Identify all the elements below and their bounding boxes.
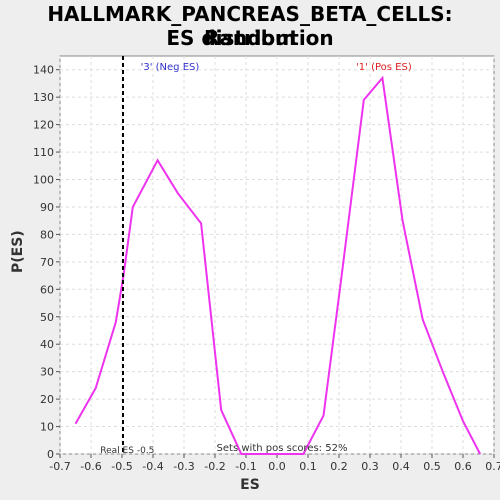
chart-title-line1: HALLMARK_PANCREAS_BETA_CELLS: Random: [47, 2, 453, 50]
y-axis-label: P(ES): [10, 230, 26, 273]
x-tick-label: -0.3: [173, 460, 194, 473]
y-tick-label: 10: [40, 421, 54, 434]
x-tick-label: 0.3: [361, 460, 379, 473]
x-tick-label: 0.6: [454, 460, 472, 473]
y-tick-label: 130: [33, 91, 54, 104]
pos-es-label: '1' (Pos ES): [356, 62, 412, 73]
series-line: [74, 75, 481, 455]
y-tick-label: 110: [33, 146, 54, 159]
x-tick-label: -0.1: [235, 460, 256, 473]
y-tick-label: 50: [40, 311, 54, 324]
x-tick-label: 0.4: [392, 460, 410, 473]
pos-scores-annotation: Sets with pos scores: 52%: [217, 443, 348, 454]
y-tick-label: 120: [33, 119, 54, 132]
y-tick-label: 140: [33, 64, 54, 77]
real-es-annotation: Real ES -0.5: [100, 446, 154, 456]
y-tick-label: 70: [40, 256, 54, 269]
x-tick-label: -0.7: [49, 460, 70, 473]
y-tick-label: 30: [40, 366, 54, 379]
chart-title-line2: ES distribution: [166, 26, 334, 50]
x-axis-label: ES: [240, 477, 260, 493]
x-tick-label: -0.2: [204, 460, 225, 473]
series-layer: [74, 75, 481, 455]
y-tick-label: 40: [40, 338, 54, 351]
x-tick-label: -0.6: [80, 460, 101, 473]
x-tick-label: 0.0: [268, 460, 286, 473]
x-tick-label: 0.2: [330, 460, 348, 473]
y-tick-label: 20: [40, 393, 54, 406]
x-tick-label: -0.4: [142, 460, 163, 473]
x-tick-label: 0.5: [423, 460, 441, 473]
x-axis-ticks: -0.7 -0.6 -0.5 -0.4 -0.3 -0.2 -0.1 0.0 0.1 0.2 0.3…: [49, 454, 500, 473]
neg-es-label: '3' (Neg ES): [141, 62, 200, 73]
y-tick-label: 0: [47, 448, 54, 461]
y-axis-ticks: 0 10 20 30 40 50 60 70 80 90 100 110 120 130 140: [33, 64, 60, 461]
y-tick-label: 90: [40, 201, 54, 214]
x-tick-label: 0.1: [299, 460, 317, 473]
y-tick-label: 100: [33, 174, 54, 187]
y-tick-label: 60: [40, 283, 54, 296]
x-tick-label: 0.7: [485, 460, 500, 473]
x-tick-label: -0.5: [111, 460, 132, 473]
y-tick-label: 80: [40, 228, 54, 241]
